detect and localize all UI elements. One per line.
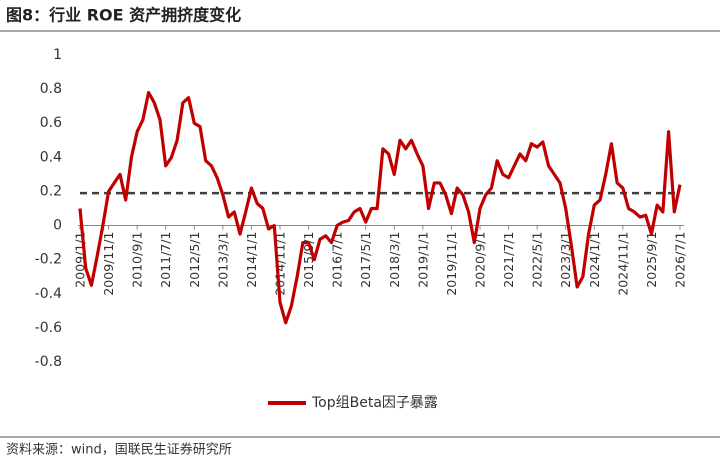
x-tick-label: 2009/11/1 xyxy=(101,232,116,296)
y-tick-label: 0 xyxy=(53,218,62,234)
data-line xyxy=(78,90,682,325)
x-tick-label: 2015/9/1 xyxy=(301,232,316,288)
x-tick-label: 2020/9/1 xyxy=(473,232,488,288)
x-tick-label: 2018/3/1 xyxy=(387,232,402,288)
x-tick-label: 2013/3/1 xyxy=(215,232,230,288)
y-tick-label: 0.4 xyxy=(40,149,62,165)
x-tick-label: 2025/9/1 xyxy=(644,232,659,288)
x-tick-label: 2024/1/1 xyxy=(587,232,602,288)
legend-label: Top组Beta因子暴露 xyxy=(311,395,438,411)
x-tick-label: 2021/7/1 xyxy=(501,232,516,288)
y-tick-label: 0.2 xyxy=(40,183,62,199)
x-tick-label: 2012/5/1 xyxy=(187,232,202,288)
y-tick-label: -0.2 xyxy=(35,252,62,268)
x-tick-label: 2014/1/1 xyxy=(244,232,259,288)
y-tick-label: 1 xyxy=(53,47,62,63)
y-tick-label: 0.8 xyxy=(40,81,62,97)
x-tick-label: 2016/7/1 xyxy=(330,232,345,288)
x-tick-label: 2010/9/1 xyxy=(130,232,145,288)
x-tick-label: 2017/5/1 xyxy=(358,232,373,288)
x-tick-label: 2022/5/1 xyxy=(530,232,545,288)
y-tick-label: 0.6 xyxy=(40,115,62,131)
x-tick-label: 2024/11/1 xyxy=(615,232,630,296)
x-tick-label: 2026/7/1 xyxy=(673,232,688,288)
chart-title: 图8：行业 ROE 资产拥挤度变化 xyxy=(6,6,241,25)
y-tick-label: -0.4 xyxy=(35,286,62,302)
x-tick-label: 2019/1/1 xyxy=(415,232,430,288)
source-note: 资料来源：wind，国联民生证券研究所 xyxy=(6,442,232,458)
x-tick-label: 2019/11/1 xyxy=(444,232,459,296)
x-tick-label: 2023/3/1 xyxy=(558,232,573,288)
y-tick-label: -0.6 xyxy=(35,320,62,336)
y-tick-label: -0.8 xyxy=(35,354,62,370)
x-tick-label: 2011/7/1 xyxy=(158,232,173,288)
